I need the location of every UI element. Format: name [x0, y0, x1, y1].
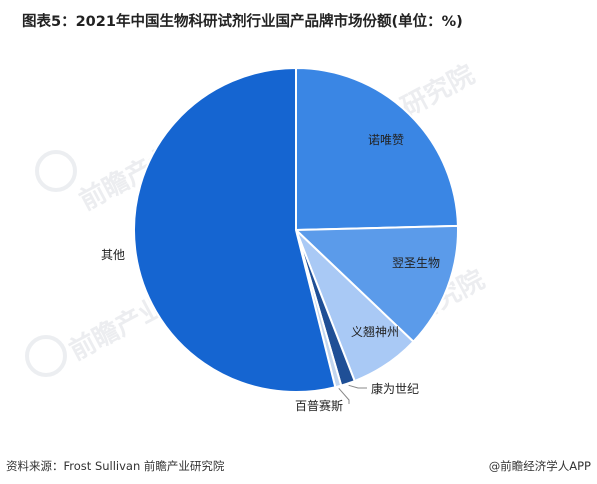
slice-label-sino-biological: 义翘神州: [351, 325, 399, 339]
pie-slice: [133, 66, 337, 393]
source-note: 资料来源：Frost Sullivan 前瞻产业研究院: [6, 459, 225, 473]
slice-label-acrobiosystems: 百普赛斯: [295, 398, 343, 413]
pie-slice: [295, 66, 459, 232]
chart-title: 图表5：2021年中国生物科研试剂行业国产品牌市场份额(单位：%): [22, 14, 463, 30]
slice-label-cwbio: 康为世纪: [371, 381, 419, 396]
brand-credit: @前瞻经济学人APP: [488, 459, 591, 473]
pie-slices: [133, 66, 459, 393]
slice-label-others: 其他: [101, 248, 125, 262]
pie-slice: [293, 224, 459, 344]
callout-lines: [338, 384, 367, 404]
slice-label-yeasen: 翌圣生物: [392, 256, 440, 270]
slice-label-novizan: 诺唯赞: [368, 133, 404, 147]
